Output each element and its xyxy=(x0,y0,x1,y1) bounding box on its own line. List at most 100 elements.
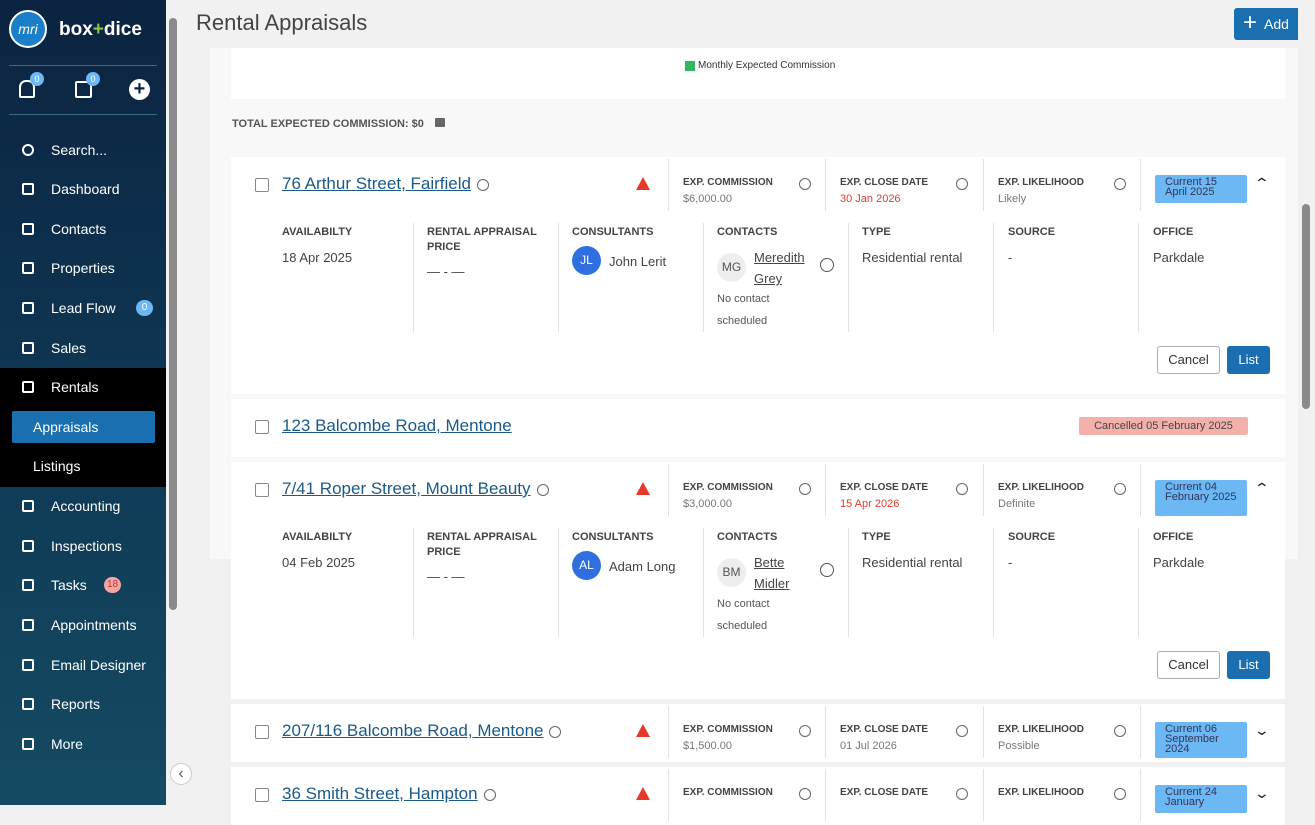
detail-label: RENTAL APPRAISAL PRICE xyxy=(427,226,537,253)
appraisal-card: 36 Smith Street, Hampton EXP. COMMISSION E… xyxy=(231,767,1285,825)
contact-name[interactable]: Bette xyxy=(754,555,785,570)
contact-name[interactable]: Grey xyxy=(754,271,783,286)
cancel-button[interactable]: Cancel xyxy=(1157,651,1220,679)
column-separator xyxy=(1140,769,1141,821)
edit-icon[interactable] xyxy=(956,725,968,737)
edit-icon[interactable] xyxy=(956,483,968,495)
column-label: EXP. LIKELIHOOD xyxy=(998,482,1084,493)
address-link[interactable]: 123 Balcombe Road, Mentone xyxy=(282,416,512,435)
logo: mri xyxy=(9,10,47,48)
nav-item[interactable]: Lead Flow xyxy=(51,300,116,316)
address-link[interactable]: 36 Smith Street, Hampton xyxy=(282,784,478,803)
address-link[interactable]: 76 Arthur Street, Fairfield xyxy=(282,174,471,193)
column-separator xyxy=(558,223,559,332)
add-button[interactable]: + Add xyxy=(1234,8,1303,40)
address-link[interactable]: 7/41 Roper Street, Mount Beauty xyxy=(282,479,531,498)
scrollbar xyxy=(1298,0,1315,805)
nav-item[interactable]: Accounting xyxy=(51,498,121,514)
nav-item[interactable]: Sales xyxy=(51,340,87,356)
nav-item[interactable]: More xyxy=(51,736,83,752)
chevron[interactable]: ⌃ xyxy=(1253,175,1271,191)
more-icon[interactable] xyxy=(820,258,834,272)
nav-item[interactable]: Inspections xyxy=(51,538,122,554)
address-link[interactable]: 207/116 Balcombe Road, Mentone xyxy=(282,721,544,740)
warning-icon xyxy=(636,177,650,190)
nav-item[interactable]: Properties xyxy=(51,260,115,276)
nav-item[interactable]: Tasks xyxy=(51,577,87,593)
collapse-button[interactable]: ‹ xyxy=(170,763,192,785)
column-value: $1,500.00 xyxy=(683,740,732,752)
nav-item[interactable]: Reports xyxy=(51,696,101,712)
column-separator xyxy=(703,223,704,332)
column-value: Likely xyxy=(998,193,1027,205)
checkbox[interactable] xyxy=(255,725,269,739)
active-highlight xyxy=(12,411,155,443)
nav-item[interactable]: Appointments xyxy=(51,617,137,633)
edit-icon[interactable] xyxy=(1114,483,1126,495)
edit-icon[interactable] xyxy=(549,726,561,738)
edit-icon[interactable] xyxy=(956,178,968,190)
checkbox[interactable] xyxy=(255,178,269,192)
list-button[interactable]: List xyxy=(1227,346,1270,374)
column-label: EXP. CLOSE DATE xyxy=(840,177,928,188)
column-label: EXP. COMMISSION xyxy=(683,724,773,735)
column-separator xyxy=(983,159,984,211)
appraisal-card: 123 Balcombe Road, Mentone Cancelled 05 F… xyxy=(231,399,1285,457)
contact-note: scheduled xyxy=(717,315,768,327)
detail-value: Parkdale xyxy=(1153,250,1205,265)
contact-name[interactable]: Meredith xyxy=(754,250,805,265)
edit-icon[interactable] xyxy=(799,788,811,800)
edit-icon[interactable] xyxy=(1114,788,1126,800)
nav-item[interactable]: Appraisals xyxy=(33,419,99,435)
add-icon[interactable]: + xyxy=(129,79,150,100)
chevron[interactable]: ⌄ xyxy=(1253,785,1271,801)
nav-item[interactable]: Listings xyxy=(33,458,81,474)
nav-item[interactable]: Search... xyxy=(51,142,108,158)
edit-icon[interactable] xyxy=(537,484,549,496)
chevron[interactable]: ⌄ xyxy=(1253,722,1271,738)
edit-icon[interactable] xyxy=(799,725,811,737)
bell-icon[interactable] xyxy=(19,80,35,98)
detail-label: CONTACTS xyxy=(717,531,778,543)
consultant-name: Adam Long xyxy=(609,559,676,574)
checkbox[interactable] xyxy=(255,483,269,497)
nav-item[interactable]: Rentals xyxy=(51,379,99,395)
contact-name[interactable]: Midler xyxy=(754,576,790,591)
edit-icon[interactable] xyxy=(799,483,811,495)
detail-value: - xyxy=(1008,555,1013,570)
scroll-thumb[interactable] xyxy=(169,18,177,610)
column-value: Definite xyxy=(998,498,1036,510)
comment-icon[interactable] xyxy=(435,118,445,127)
column-label: EXP. CLOSE DATE xyxy=(840,482,928,493)
contact-note: scheduled xyxy=(717,620,768,632)
more-icon[interactable] xyxy=(820,563,834,577)
detail-value: Parkdale xyxy=(1153,555,1205,570)
tasks-icon[interactable] xyxy=(75,81,92,98)
chevron[interactable]: ⌃ xyxy=(1253,480,1271,496)
nav-icon xyxy=(22,540,34,552)
detail-label: CONSULTANTS xyxy=(572,531,654,543)
column-separator xyxy=(825,706,826,758)
scroll-thumb[interactable] xyxy=(1302,204,1310,409)
column-separator xyxy=(825,159,826,211)
nav-item[interactable]: Email Designer xyxy=(51,657,146,673)
checkbox[interactable] xyxy=(255,788,269,802)
cancel-button[interactable]: Cancel xyxy=(1157,346,1220,374)
edit-icon[interactable] xyxy=(799,178,811,190)
nav-icon xyxy=(22,698,34,710)
list-button[interactable]: List xyxy=(1227,651,1270,679)
detail-label: AVAILABILTY xyxy=(282,226,353,238)
nav-item[interactable]: Dashboard xyxy=(51,181,120,197)
nav-item[interactable]: Contacts xyxy=(51,221,107,237)
edit-icon[interactable] xyxy=(484,789,496,801)
edit-icon[interactable] xyxy=(1114,725,1126,737)
edit-icon[interactable] xyxy=(956,788,968,800)
column-separator xyxy=(848,528,849,637)
nav-icon xyxy=(22,659,34,671)
edit-icon[interactable] xyxy=(477,179,489,191)
checkbox[interactable] xyxy=(255,420,269,434)
edit-icon[interactable] xyxy=(1114,178,1126,190)
column-separator xyxy=(413,528,414,637)
consultant-name: John Lerit xyxy=(609,254,667,269)
nav-icon xyxy=(22,262,34,274)
